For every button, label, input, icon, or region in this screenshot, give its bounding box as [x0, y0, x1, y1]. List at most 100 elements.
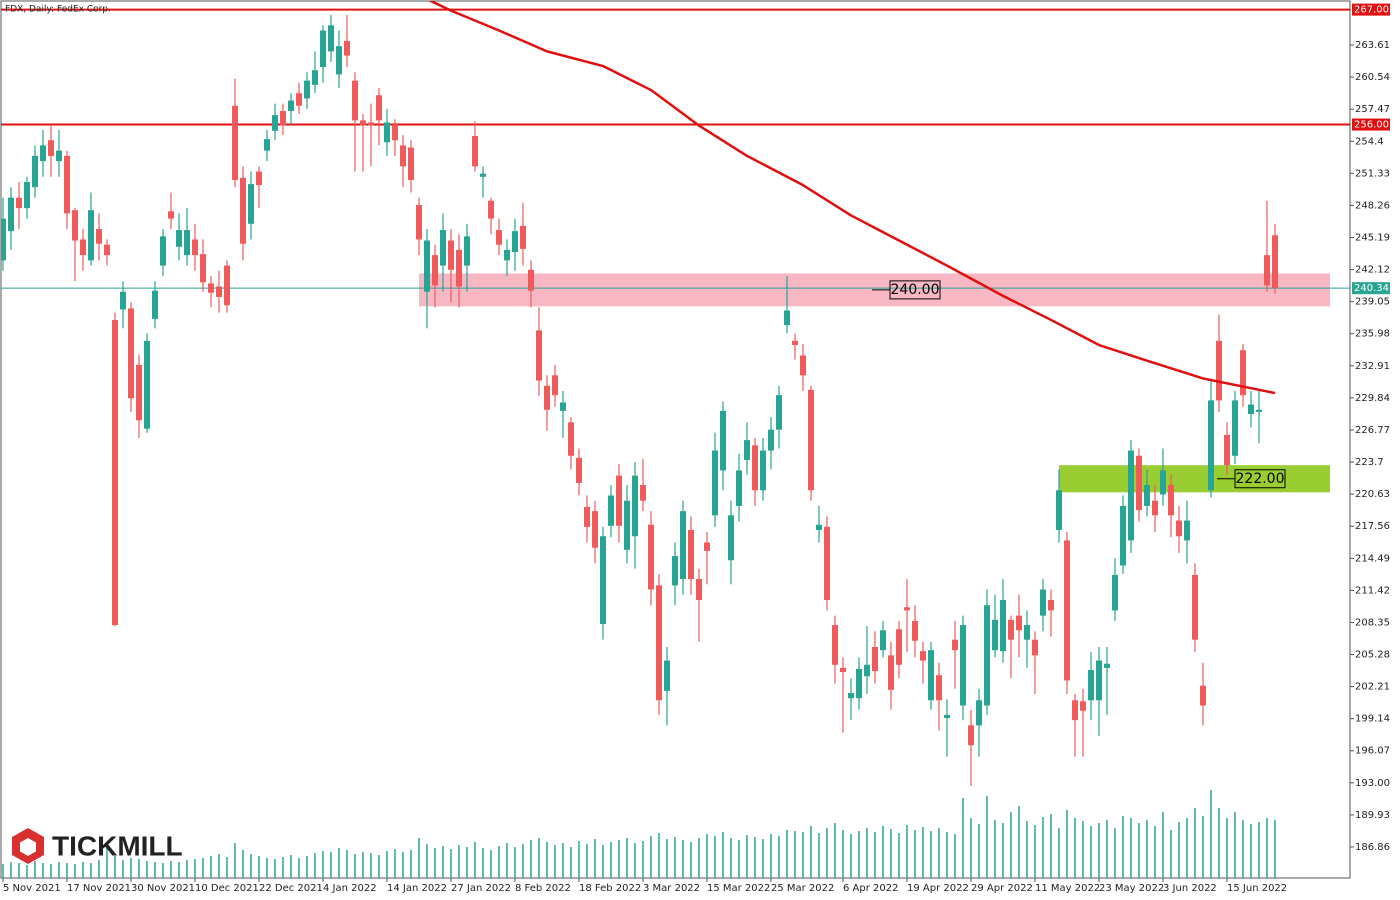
candle-body	[8, 197, 14, 232]
x-tick-label: 15 Mar 2022	[707, 883, 770, 894]
candle-body	[624, 500, 630, 550]
candle-body	[880, 630, 886, 651]
candle-body	[792, 340, 798, 346]
candle-body	[336, 46, 342, 75]
candle-body	[200, 254, 206, 283]
candle-body	[888, 655, 894, 690]
candle-body	[224, 265, 230, 306]
candle-body	[896, 629, 902, 665]
candle-body	[616, 475, 622, 526]
candle-body	[64, 155, 70, 214]
candle-body	[416, 204, 422, 240]
candle-body	[992, 619, 998, 651]
candle-body	[672, 556, 678, 586]
y-tick-label: 205.28	[1355, 650, 1390, 661]
candle-body	[1048, 599, 1054, 611]
candle-body	[920, 651, 926, 661]
candle-body	[560, 402, 566, 411]
zone-label: 222.00	[1236, 471, 1285, 487]
candle-body	[528, 269, 534, 291]
candle-body	[504, 249, 510, 261]
candle-body	[648, 524, 654, 590]
y-tick-label: 248.26	[1355, 200, 1390, 211]
candle-body	[128, 308, 134, 399]
candle-body	[912, 620, 918, 641]
candle-body	[760, 450, 766, 491]
candle-body	[1192, 574, 1198, 640]
candle-body	[864, 664, 870, 677]
x-tick-label: 19 Apr 2022	[907, 883, 969, 894]
moving-average	[427, 1, 1276, 395]
candle-body	[112, 319, 118, 626]
candle-body	[288, 100, 294, 111]
candle-body	[192, 239, 198, 256]
y-tick-label: 223.7	[1355, 457, 1384, 468]
candle-body	[40, 145, 46, 162]
candle-body	[1200, 685, 1206, 706]
candle-body	[800, 355, 806, 376]
candle-body	[848, 692, 854, 699]
candle-body	[280, 110, 286, 126]
candle-body	[1128, 450, 1134, 541]
y-tick-label: 239.05	[1355, 297, 1390, 308]
x-tick-label: 15 Jun 2022	[1227, 883, 1287, 894]
candle-body	[1096, 660, 1102, 701]
candle-body	[632, 475, 638, 537]
y-tick-label: 214.49	[1355, 553, 1390, 564]
candle-body	[856, 668, 862, 699]
level-label: 267.00	[1354, 5, 1389, 16]
candle-body	[392, 124, 398, 141]
candle-body	[96, 229, 102, 244]
candle-body	[552, 375, 558, 396]
candle-body	[712, 450, 718, 516]
y-tick-label: 257.47	[1355, 104, 1390, 115]
candle-body	[520, 225, 526, 249]
candle-body	[352, 80, 358, 121]
candle-body	[720, 410, 726, 471]
candle-body	[664, 660, 670, 691]
candle-body	[312, 70, 318, 85]
x-tick-label: 30 Nov 2021	[131, 883, 195, 894]
y-tick-label: 193.00	[1355, 778, 1390, 789]
candle-body	[1064, 540, 1070, 681]
candle-body	[824, 526, 830, 600]
zone-label-box	[1234, 469, 1286, 489]
x-tick-label: 29 Apr 2022	[971, 883, 1033, 894]
candle-body	[1112, 574, 1118, 611]
candle-body	[728, 515, 734, 561]
candle-body	[960, 625, 966, 706]
last-price-box	[1352, 282, 1390, 295]
candle-body	[1136, 455, 1142, 511]
candle-body	[784, 310, 790, 326]
candle-body	[944, 714, 950, 719]
candle-body	[232, 105, 238, 180]
candle-body	[56, 150, 62, 162]
y-tick-label: 202.21	[1355, 682, 1390, 693]
candle-body	[816, 524, 822, 530]
candle-body	[368, 122, 374, 126]
x-tick-label: 18 Feb 2022	[579, 883, 641, 894]
y-tick-label: 245.19	[1355, 232, 1390, 243]
candle-body	[48, 140, 54, 156]
x-tick-label: 6 Apr 2022	[843, 883, 898, 894]
y-tick-label: 229.84	[1355, 393, 1390, 404]
candle-body	[1184, 520, 1190, 541]
y-tick-label: 189.93	[1355, 810, 1390, 821]
candle-body	[976, 700, 982, 726]
candle-body	[1272, 235, 1278, 289]
candle-body	[512, 231, 518, 253]
candle-body	[1080, 701, 1086, 711]
candle-body	[768, 429, 774, 451]
candle-body	[80, 239, 86, 256]
candle-body	[1208, 400, 1214, 491]
candle-body	[88, 210, 94, 261]
candle-body	[384, 122, 390, 143]
y-tick-label: 232.91	[1355, 361, 1390, 372]
plot-frame	[0, 0, 1351, 879]
candle-body	[808, 389, 814, 491]
zone-label-box	[889, 280, 941, 300]
candle-body	[144, 340, 150, 429]
y-tick-label: 235.98	[1355, 329, 1390, 340]
candle-body	[1, 218, 6, 261]
